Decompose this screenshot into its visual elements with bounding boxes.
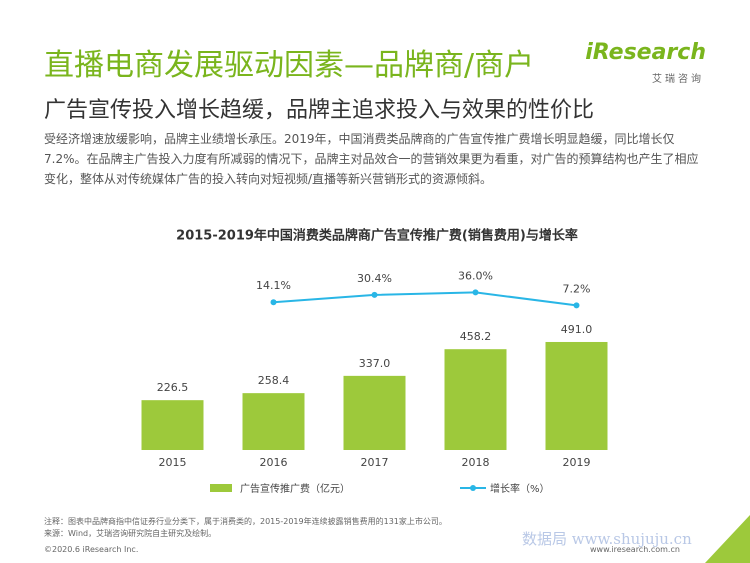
- data-label: 30.4%: [357, 272, 392, 285]
- logo: iResearch: [585, 40, 706, 65]
- bar: [444, 349, 507, 450]
- bar: [242, 393, 305, 450]
- line-point: [573, 302, 580, 309]
- title: 直播电商发展驱动因素—品牌商/商户: [44, 48, 535, 83]
- legend-swatch: [210, 484, 232, 492]
- x-tick-label: 2016: [260, 456, 288, 469]
- data-label: 226.5: [157, 381, 189, 394]
- watermark: 数据局 www.shujuju.cn: [522, 530, 692, 548]
- data-label: 491.0: [561, 323, 593, 336]
- corner-decoration: [705, 515, 750, 563]
- x-tick-label: 2019: [563, 456, 591, 469]
- x-tick-label: 2015: [159, 456, 187, 469]
- chart-title: 2015-2019年中国消费类品牌商广告宣传推广费(销售费用)与增长率: [176, 228, 578, 244]
- note: 来源：Wind，艾瑞咨询研究院自主研究及绘制。: [44, 529, 217, 538]
- paragraph: 受经济增速放缓影响，品牌主业绩增长承压。2019年，中国消费类品牌商的广告宣传推…: [44, 132, 699, 186]
- bar: [545, 341, 608, 450]
- data-label: 36.0%: [458, 269, 493, 282]
- bar: [343, 375, 406, 450]
- line-point: [270, 299, 277, 306]
- data-label: 14.1%: [256, 279, 291, 292]
- data-label: 258.4: [258, 374, 290, 387]
- url: www.iresearch.com.cn: [590, 545, 680, 554]
- bar: [141, 400, 204, 450]
- x-tick-label: 2017: [361, 456, 389, 469]
- line: [273, 291, 577, 307]
- data-label: 337.0: [359, 357, 391, 370]
- line-point: [371, 291, 378, 298]
- copyright: ©2020.6 iResearch Inc.: [44, 545, 139, 554]
- legend-label: 广告宣传推广费（亿元）: [240, 482, 350, 495]
- logo-sub: 艾瑞咨询: [652, 74, 704, 85]
- x-tick-label: 2018: [462, 456, 490, 469]
- data-label: 458.2: [460, 330, 492, 343]
- legend-label: 增长率（%）: [490, 482, 550, 495]
- data-label: 7.2%: [563, 282, 591, 295]
- legend-swatch: [470, 485, 476, 491]
- note: 注释：图表中品牌商指中信证券行业分类下，属于消费类的，2015-2019年连续披…: [44, 517, 447, 526]
- subtitle: 广告宣传投入增长趋缓，品牌主追求投入与效果的性价比: [44, 98, 595, 123]
- line-point: [472, 289, 479, 296]
